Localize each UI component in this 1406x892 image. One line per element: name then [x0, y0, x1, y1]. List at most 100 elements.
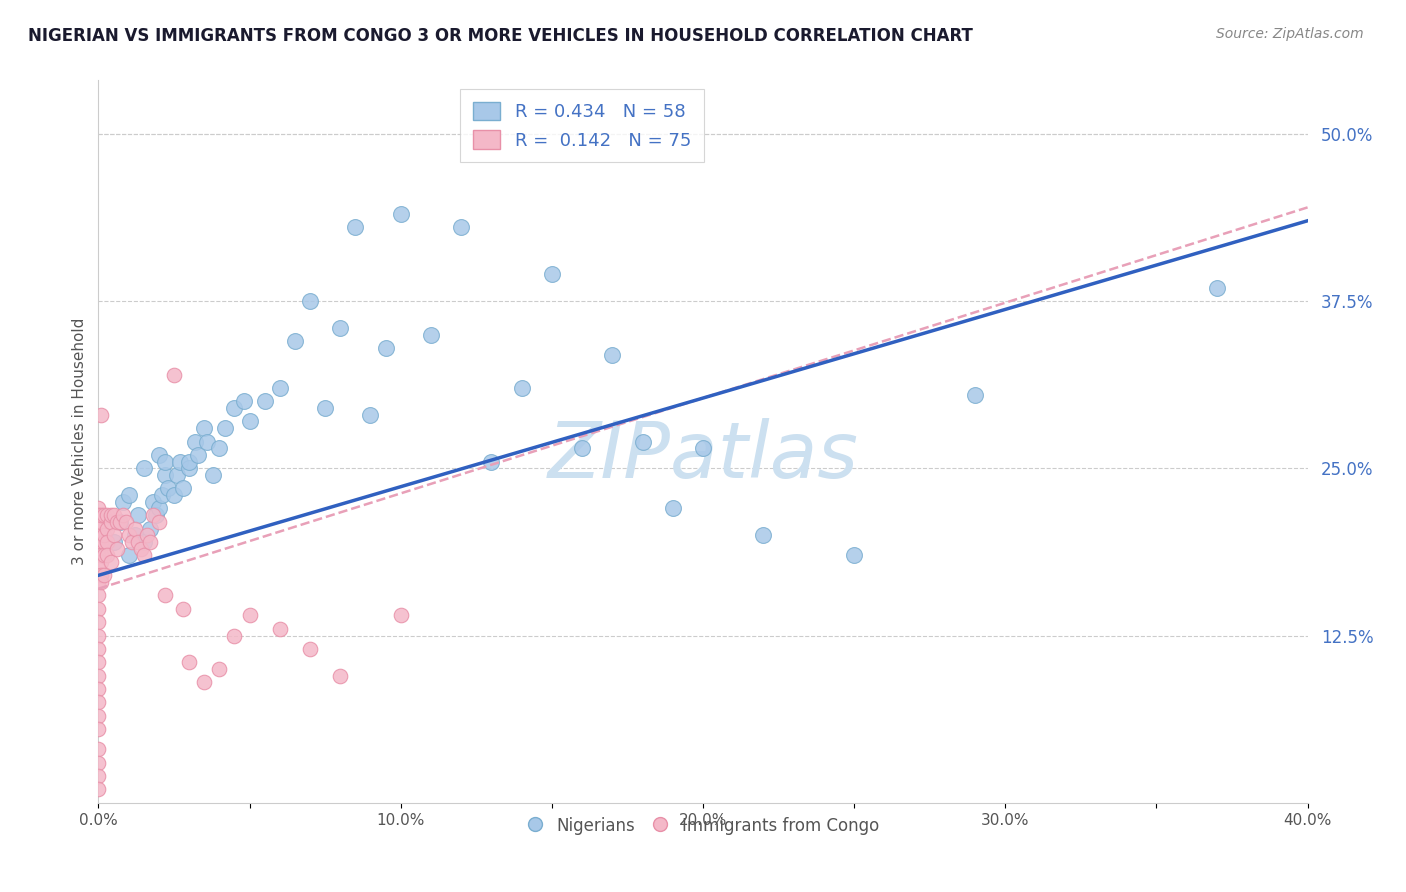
Point [108, 515, 131, 529]
Point [93, 568, 115, 582]
Point [150, 488, 173, 502]
Point [114, 515, 136, 529]
Point [239, 414, 262, 429]
Point [752, 528, 775, 542]
Point [692, 442, 714, 455]
Point [153, 455, 176, 469]
Point [87, 501, 110, 516]
Point [193, 421, 215, 435]
Point [481, 455, 503, 469]
Point [96, 534, 118, 549]
Point [90, 575, 112, 590]
Point [87, 541, 110, 556]
Point [145, 508, 167, 523]
Point [90, 515, 112, 529]
Point [184, 434, 207, 449]
Point [214, 421, 236, 435]
Point [135, 528, 157, 542]
Point [202, 467, 225, 482]
Point [87, 696, 110, 710]
Point [87, 782, 110, 797]
Point [111, 508, 134, 523]
Point [224, 628, 246, 642]
Point [87, 669, 110, 683]
Point [87, 642, 110, 657]
Point [90, 568, 112, 582]
Point [631, 434, 654, 449]
Point [87, 528, 110, 542]
Point [208, 662, 231, 676]
Point [153, 589, 176, 603]
Point [163, 488, 186, 502]
Point [87, 589, 110, 603]
Point [142, 494, 165, 508]
Point [87, 615, 110, 630]
Point [169, 455, 191, 469]
Text: NIGERIAN VS IMMIGRANTS FROM CONGO 3 OR MORE VEHICLES IN HOUSEHOLD CORRELATION CH: NIGERIAN VS IMMIGRANTS FROM CONGO 3 OR M… [28, 27, 973, 45]
Point [87, 756, 110, 770]
Point [299, 294, 322, 309]
Point [148, 515, 170, 529]
Point [127, 508, 149, 523]
Point [195, 434, 218, 449]
Point [540, 268, 562, 282]
Point [121, 534, 143, 549]
Point [193, 675, 215, 690]
Text: Source: ZipAtlas.com: Source: ZipAtlas.com [1216, 27, 1364, 41]
Point [105, 541, 128, 556]
Point [139, 534, 162, 549]
Point [127, 534, 149, 549]
Point [153, 467, 176, 482]
Point [208, 442, 231, 455]
Point [389, 608, 412, 623]
Point [132, 461, 155, 475]
Point [314, 401, 336, 416]
Point [844, 548, 866, 563]
Point [166, 467, 188, 482]
Point [510, 381, 533, 395]
Point [103, 508, 125, 523]
Point [93, 508, 115, 523]
Point [87, 602, 110, 616]
Point [87, 708, 110, 723]
Point [299, 642, 322, 657]
Point [87, 769, 110, 783]
Point [87, 681, 110, 696]
Point [389, 207, 412, 221]
Point [172, 602, 194, 616]
Point [148, 448, 170, 462]
Point [90, 534, 112, 549]
Point [111, 494, 134, 508]
Point [142, 508, 165, 523]
Point [90, 548, 112, 563]
Point [329, 669, 352, 683]
Point [602, 348, 624, 362]
Point [360, 408, 382, 422]
Point [93, 528, 115, 542]
Point [103, 528, 125, 542]
Point [172, 482, 194, 496]
Point [87, 575, 110, 590]
Point [661, 501, 683, 516]
Point [374, 341, 396, 355]
Point [163, 368, 186, 382]
Point [87, 742, 110, 756]
Point [103, 534, 125, 549]
Point [100, 515, 122, 529]
Point [179, 461, 201, 475]
Point [129, 541, 152, 556]
Point [1206, 281, 1229, 295]
Point [100, 508, 122, 523]
Point [269, 622, 291, 636]
Point [90, 528, 112, 542]
Point [96, 548, 118, 563]
Point [420, 327, 443, 342]
Point [90, 508, 112, 523]
Point [93, 534, 115, 549]
Point [90, 555, 112, 569]
Point [139, 521, 162, 535]
Point [232, 394, 254, 409]
Point [118, 488, 141, 502]
Point [239, 608, 262, 623]
Point [132, 548, 155, 563]
